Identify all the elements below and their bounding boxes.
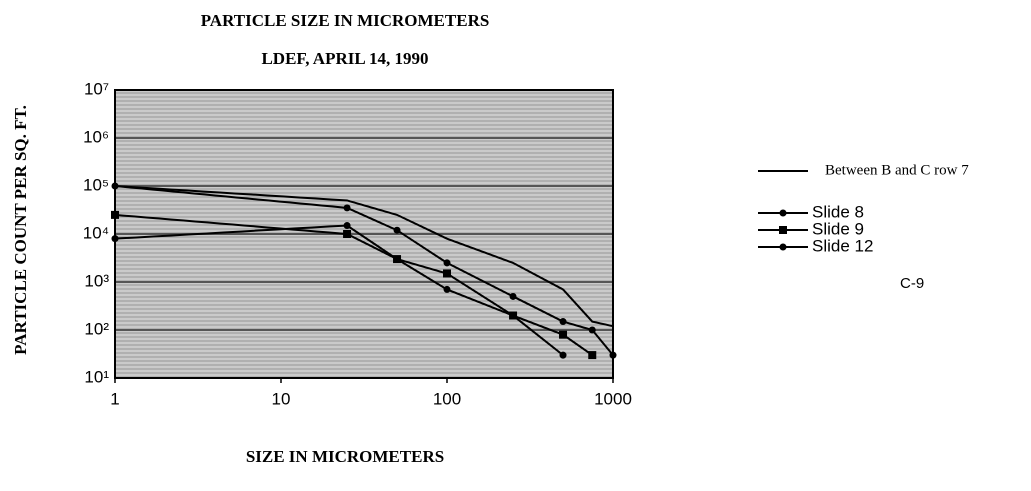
data-point — [343, 230, 352, 238]
data-point — [343, 222, 351, 230]
legend-label: Slide 12 — [812, 236, 873, 255]
data-point — [393, 226, 401, 234]
legend-label: Slide 8 — [812, 202, 864, 221]
chart-subtitle: LDEF, APRIL 14, 1990 — [261, 49, 428, 68]
data-point — [559, 351, 567, 359]
data-point — [588, 351, 597, 360]
x-tick-label: 1 — [110, 389, 119, 408]
annotation: C-9 — [900, 275, 924, 292]
x-axis-label: SIZE IN MICROMETERS — [246, 447, 444, 466]
y-tick-label: 10⁴ — [83, 223, 109, 242]
series-line — [114, 185, 614, 356]
x-tick-label: 1000 — [594, 389, 632, 408]
y-tick-label: 10⁷ — [84, 79, 109, 98]
data-point — [609, 351, 617, 359]
data-point — [111, 182, 119, 190]
data-point — [509, 312, 517, 320]
y-tick-label: 10¹ — [84, 367, 109, 386]
plot-frame — [114, 89, 614, 379]
data-point — [443, 259, 451, 267]
data-point — [588, 326, 596, 334]
legend-marker — [779, 209, 787, 217]
legend-label: Between B and C row 7 — [825, 162, 969, 178]
data-point — [559, 330, 568, 339]
data-point — [111, 210, 119, 219]
legend-marker — [779, 226, 787, 234]
data-point — [393, 255, 401, 263]
series-line — [114, 224, 564, 356]
y-axis-label: PARTICLE COUNT PER SQ. FT. — [11, 105, 30, 355]
y-tick-label: 10⁶ — [83, 127, 109, 146]
data-point — [111, 235, 119, 243]
x-tick-label: 10 — [272, 389, 291, 408]
legend-marker — [779, 243, 787, 251]
legend-label: Slide 9 — [812, 219, 864, 238]
x-tick-label: 100 — [433, 389, 461, 408]
data-point — [443, 285, 451, 293]
data-point — [559, 318, 567, 326]
series-line — [114, 185, 614, 328]
chart-title: PARTICLE SIZE IN MICROMETERS — [201, 11, 490, 30]
data-point — [443, 269, 451, 278]
data-point — [343, 204, 351, 212]
y-tick-label: 10⁵ — [83, 175, 109, 194]
y-tick-label: 10² — [84, 319, 109, 338]
y-tick-label: 10³ — [84, 271, 109, 290]
data-point — [509, 292, 517, 300]
